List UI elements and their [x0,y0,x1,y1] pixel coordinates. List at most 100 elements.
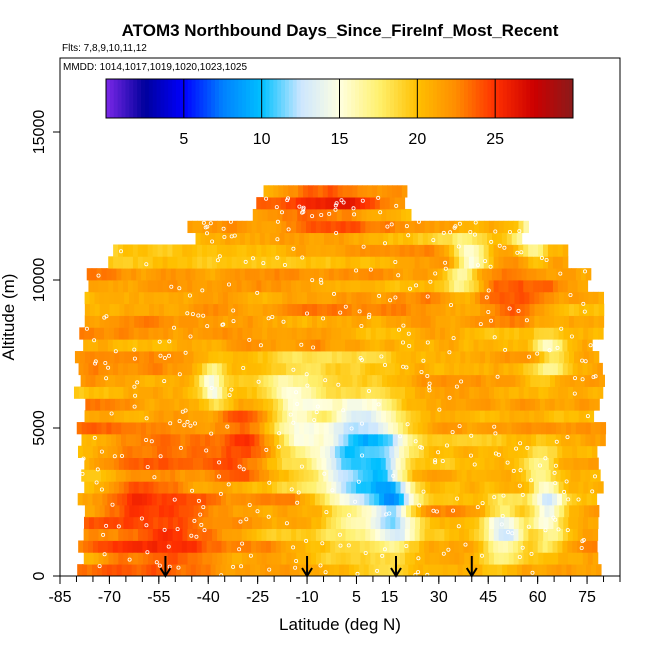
heatmap-cell [585,433,592,447]
heatmap-cell [288,469,295,482]
heatmap-cell [319,493,326,506]
heatmap-cell [395,291,402,305]
heatmap-cell [118,457,125,470]
heatmap-cell [582,386,589,399]
heatmap-cell [296,220,302,234]
heatmap-cell [124,410,130,423]
heatmap-cell [310,220,317,234]
heatmap-cell [358,422,364,435]
heatmap-cell [460,303,466,316]
heatmap-cell [498,339,504,352]
heatmap-cell [530,398,536,411]
heatmap-cell [232,481,239,494]
heatmap-cell [132,362,139,376]
heatmap-cell [154,398,161,411]
heatmap-cell [134,303,140,316]
colorbar-segment [358,79,364,118]
heatmap-cell [164,398,170,411]
heatmap-cell [451,374,457,387]
heatmap-cell [496,422,503,435]
heatmap-cell [317,185,324,198]
heatmap-cell [435,481,441,494]
heatmap-cell [514,457,520,470]
heatmap-cell [187,386,194,399]
heatmap-cell [269,422,275,435]
heatmap-cell [488,339,494,352]
heatmap-cell [354,493,360,506]
heatmap-cell [374,244,381,257]
heatmap-cell [417,268,424,281]
heatmap-cell [272,504,279,518]
heatmap-cell [380,528,386,541]
heatmap-cell [446,374,452,387]
heatmap-cell [543,481,550,494]
heatmap-cell [350,256,356,269]
sample-point [144,416,149,421]
heatmap-cell [172,516,179,530]
heatmap-cell [315,339,321,352]
heatmap-cell [199,374,205,387]
heatmap-cell [500,398,506,411]
heatmap-cell [152,552,159,565]
heatmap-cell [198,291,204,305]
heatmap-cell [118,386,124,399]
sample-point [459,379,464,384]
heatmap-cell [289,422,295,435]
heatmap-cell [129,291,135,305]
heatmap-cell [202,552,208,565]
heatmap-cell [315,540,321,553]
heatmap-cell [407,433,414,447]
heatmap-cell [122,493,128,506]
heatmap-cell [112,339,119,352]
heatmap-cell [228,315,234,328]
heatmap-cell [405,208,412,222]
heatmap-cell [333,433,340,447]
heatmap-cell [291,528,297,541]
heatmap-cell [484,552,490,565]
heatmap-cell [91,433,97,447]
heatmap-cell [132,445,138,458]
sample-point [247,337,252,342]
heatmap-cell [256,540,262,553]
heatmap-cell [389,528,396,541]
heatmap-cell [261,516,268,530]
heatmap-cell [211,280,218,293]
heatmap-cell [211,540,218,553]
colorbar-segment [561,79,566,118]
heatmap-cell [271,244,277,257]
heatmap-cell [444,516,451,530]
heatmap-cell [430,351,437,364]
heatmap-cell [370,362,376,376]
heatmap-cell [518,362,524,376]
heatmap-cell [542,540,549,553]
heatmap-cell [212,386,218,399]
colorbar-segment [541,79,547,118]
arrow-head [465,567,478,578]
heatmap-cell [461,433,468,447]
heatmap-cell [274,433,280,447]
heatmap-cell [337,398,343,411]
heatmap-cell [288,185,294,198]
heatmap-cell [241,280,248,293]
heatmap-cell [401,504,407,518]
heatmap-cell [203,410,209,423]
heatmap-cell [276,552,283,565]
heatmap-cell [479,410,486,423]
heatmap-cell [187,516,194,530]
heatmap-cell [562,528,569,541]
heatmap-cell [508,256,514,269]
sample-point [406,331,411,336]
heatmap-cell [514,504,521,518]
heatmap-cell [454,481,461,494]
heatmap-cell [307,398,314,411]
heatmap-cell [444,280,450,293]
heatmap-cell [178,457,184,470]
heatmap-cell [572,280,579,293]
heatmap-cell [179,374,185,387]
heatmap-cell [345,362,351,376]
heatmap-cell [256,220,263,234]
heatmap-cell [366,410,372,423]
colorbar-segment [425,79,430,118]
heatmap-cell [366,398,373,411]
heatmap-cell [158,291,165,305]
